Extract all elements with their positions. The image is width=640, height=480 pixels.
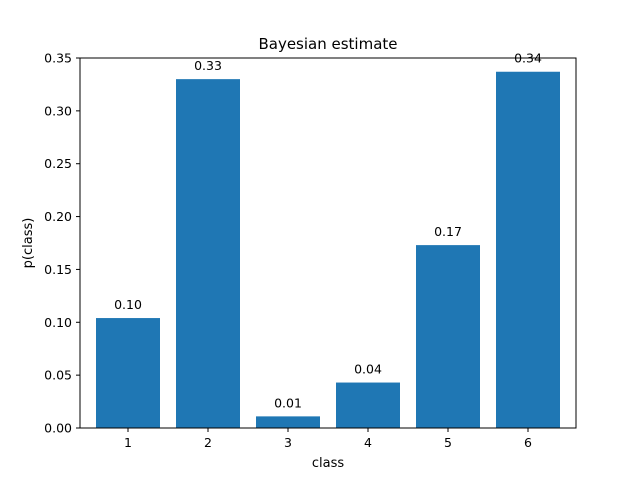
bar-4 (336, 382, 400, 428)
bar-2 (176, 79, 240, 429)
plot-frame (79, 57, 577, 429)
chart-title: Bayesian estimate (258, 35, 397, 53)
bar-5 (416, 245, 480, 428)
bar-6 (496, 71, 560, 428)
bar-1 (96, 318, 160, 428)
y-tick-label-1: 0.05 (44, 368, 72, 383)
bar-3 (256, 416, 320, 428)
y-tick-label-4: 0.20 (44, 209, 72, 224)
y-tick-label-6: 0.30 (44, 103, 72, 118)
data-label-1: 0.10 (114, 297, 142, 312)
data-label-2: 0.33 (194, 58, 222, 73)
y-tick-label-3: 0.15 (44, 262, 72, 277)
x-tick-label-6: 6 (524, 435, 532, 450)
y-axis-label: p(class) (21, 218, 36, 269)
x-tick-label-1: 1 (124, 435, 132, 450)
x-tick-label-4: 4 (364, 435, 372, 450)
data-label-5: 0.17 (434, 224, 462, 239)
x-tick-label-2: 2 (204, 435, 212, 450)
x-axis-label: class (312, 456, 344, 471)
bars-layer: 0.100.330.010.040.170.34 (96, 51, 560, 429)
x-tick-label-5: 5 (444, 435, 452, 450)
ticks-layer: 1 2 3 4 5 6 0.00 0.05 0.10 0.15 0.20 0.25 0.30 0.35 (44, 51, 532, 451)
y-tick-label-0: 0.00 (44, 421, 72, 436)
data-label-4: 0.04 (354, 362, 382, 377)
y-tick-label-2: 0.10 (44, 315, 72, 330)
y-tick-label-5: 0.25 (44, 156, 72, 171)
x-tick-label-3: 3 (284, 435, 292, 450)
y-tick-label-7: 0.35 (44, 51, 72, 66)
data-label-3: 0.01 (274, 395, 302, 410)
